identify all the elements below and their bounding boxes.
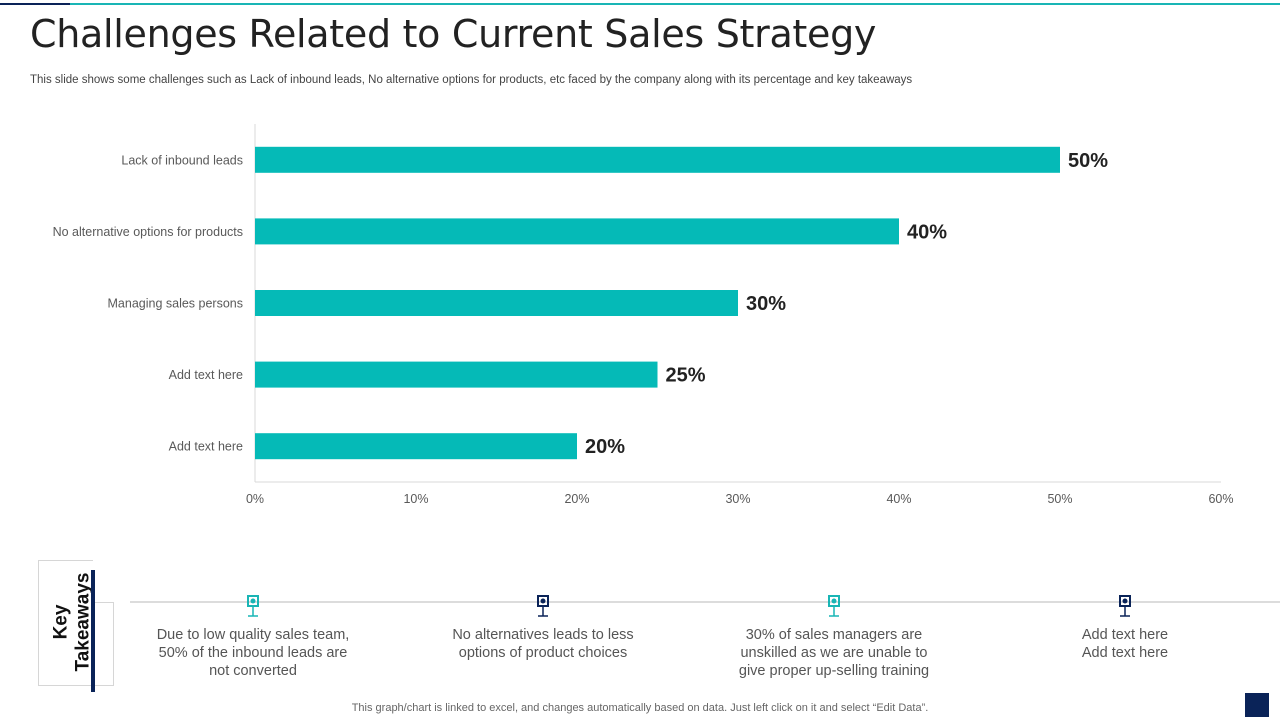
top-accent-line-dark — [0, 3, 70, 5]
category-label: Lack of inbound leads — [121, 153, 243, 167]
category-label: No alternative options for products — [53, 225, 243, 239]
data-label: 50% — [1068, 150, 1108, 172]
x-tick-label: 30% — [725, 492, 750, 506]
data-label: 30% — [746, 293, 786, 315]
takeaway-text: 30% of sales managers are unskilled as w… — [738, 627, 930, 679]
data-label: 25% — [666, 365, 706, 387]
bar — [255, 433, 577, 460]
key-takeaways-accent-bar — [91, 570, 95, 692]
category-label: Add text here — [169, 440, 243, 454]
key-takeaways-bracket — [95, 602, 114, 686]
takeaways-timeline-line — [130, 601, 1280, 603]
corner-logo-square — [1245, 693, 1269, 717]
takeaway-text: Due to low quality sales team, 50% of th… — [156, 627, 350, 679]
data-label: 20% — [585, 436, 625, 458]
bar — [255, 361, 658, 388]
slide-subtitle: This slide shows some challenges such as… — [30, 74, 913, 86]
takeaway-text: No alternatives leads to less options of… — [452, 627, 634, 661]
bar-chart[interactable]: 0% 10% 20% 30% 40% 50% 60% Lack of inbound lead… — [0, 0, 1280, 520]
takeaway-text: Add text here Add text here — [1081, 627, 1169, 661]
bar — [255, 218, 899, 245]
key-takeaways-label: Key Takeaways — [50, 572, 94, 672]
pin-marker-icon — [247, 595, 259, 617]
x-tick-label: 60% — [1208, 492, 1233, 506]
top-accent-line — [0, 3, 1280, 5]
key-takeaways-box — [38, 560, 93, 686]
pin-marker-icon — [537, 595, 549, 617]
bar — [255, 146, 1060, 173]
x-tick-label: 40% — [886, 492, 911, 506]
pin-marker-icon — [1119, 595, 1131, 617]
x-tick-label: 20% — [564, 492, 589, 506]
bar — [255, 290, 738, 316]
slide-title: Challenges Related to Current Sales Stra… — [30, 12, 877, 56]
footnote: This graph/chart is linked to excel, and… — [351, 702, 929, 714]
x-tick-label: 50% — [1047, 492, 1072, 506]
pin-marker-icon — [828, 595, 840, 617]
category-label: Add text here — [169, 368, 243, 382]
category-label: Managing sales persons — [108, 297, 244, 311]
data-label: 40% — [907, 221, 947, 243]
x-tick-label: 10% — [403, 492, 428, 506]
x-tick-label: 0% — [246, 492, 264, 506]
